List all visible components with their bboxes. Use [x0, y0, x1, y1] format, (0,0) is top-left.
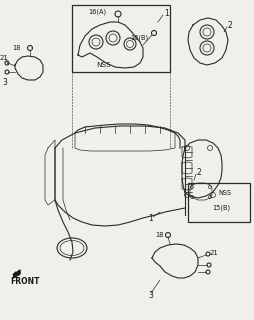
Text: 16(B): 16(B) [130, 35, 148, 41]
Text: 1: 1 [163, 9, 168, 18]
Text: 18: 18 [154, 232, 163, 238]
Text: FRONT: FRONT [10, 277, 39, 286]
Text: NSS: NSS [96, 62, 110, 68]
Text: 16(A): 16(A) [88, 9, 106, 15]
Text: 15(B): 15(B) [211, 205, 229, 211]
Text: NSS: NSS [217, 190, 230, 196]
Text: 3: 3 [2, 77, 7, 86]
Text: 18: 18 [12, 45, 20, 51]
Bar [72, 5, 169, 72]
Text: 21: 21 [0, 55, 9, 61]
Text: 3: 3 [147, 292, 152, 300]
Polygon shape [13, 270, 20, 278]
Text: 21: 21 [209, 250, 218, 256]
Text: 1: 1 [147, 213, 152, 222]
Text: 2: 2 [227, 20, 232, 29]
Bar [187, 183, 249, 222]
Text: 2: 2 [196, 167, 201, 177]
